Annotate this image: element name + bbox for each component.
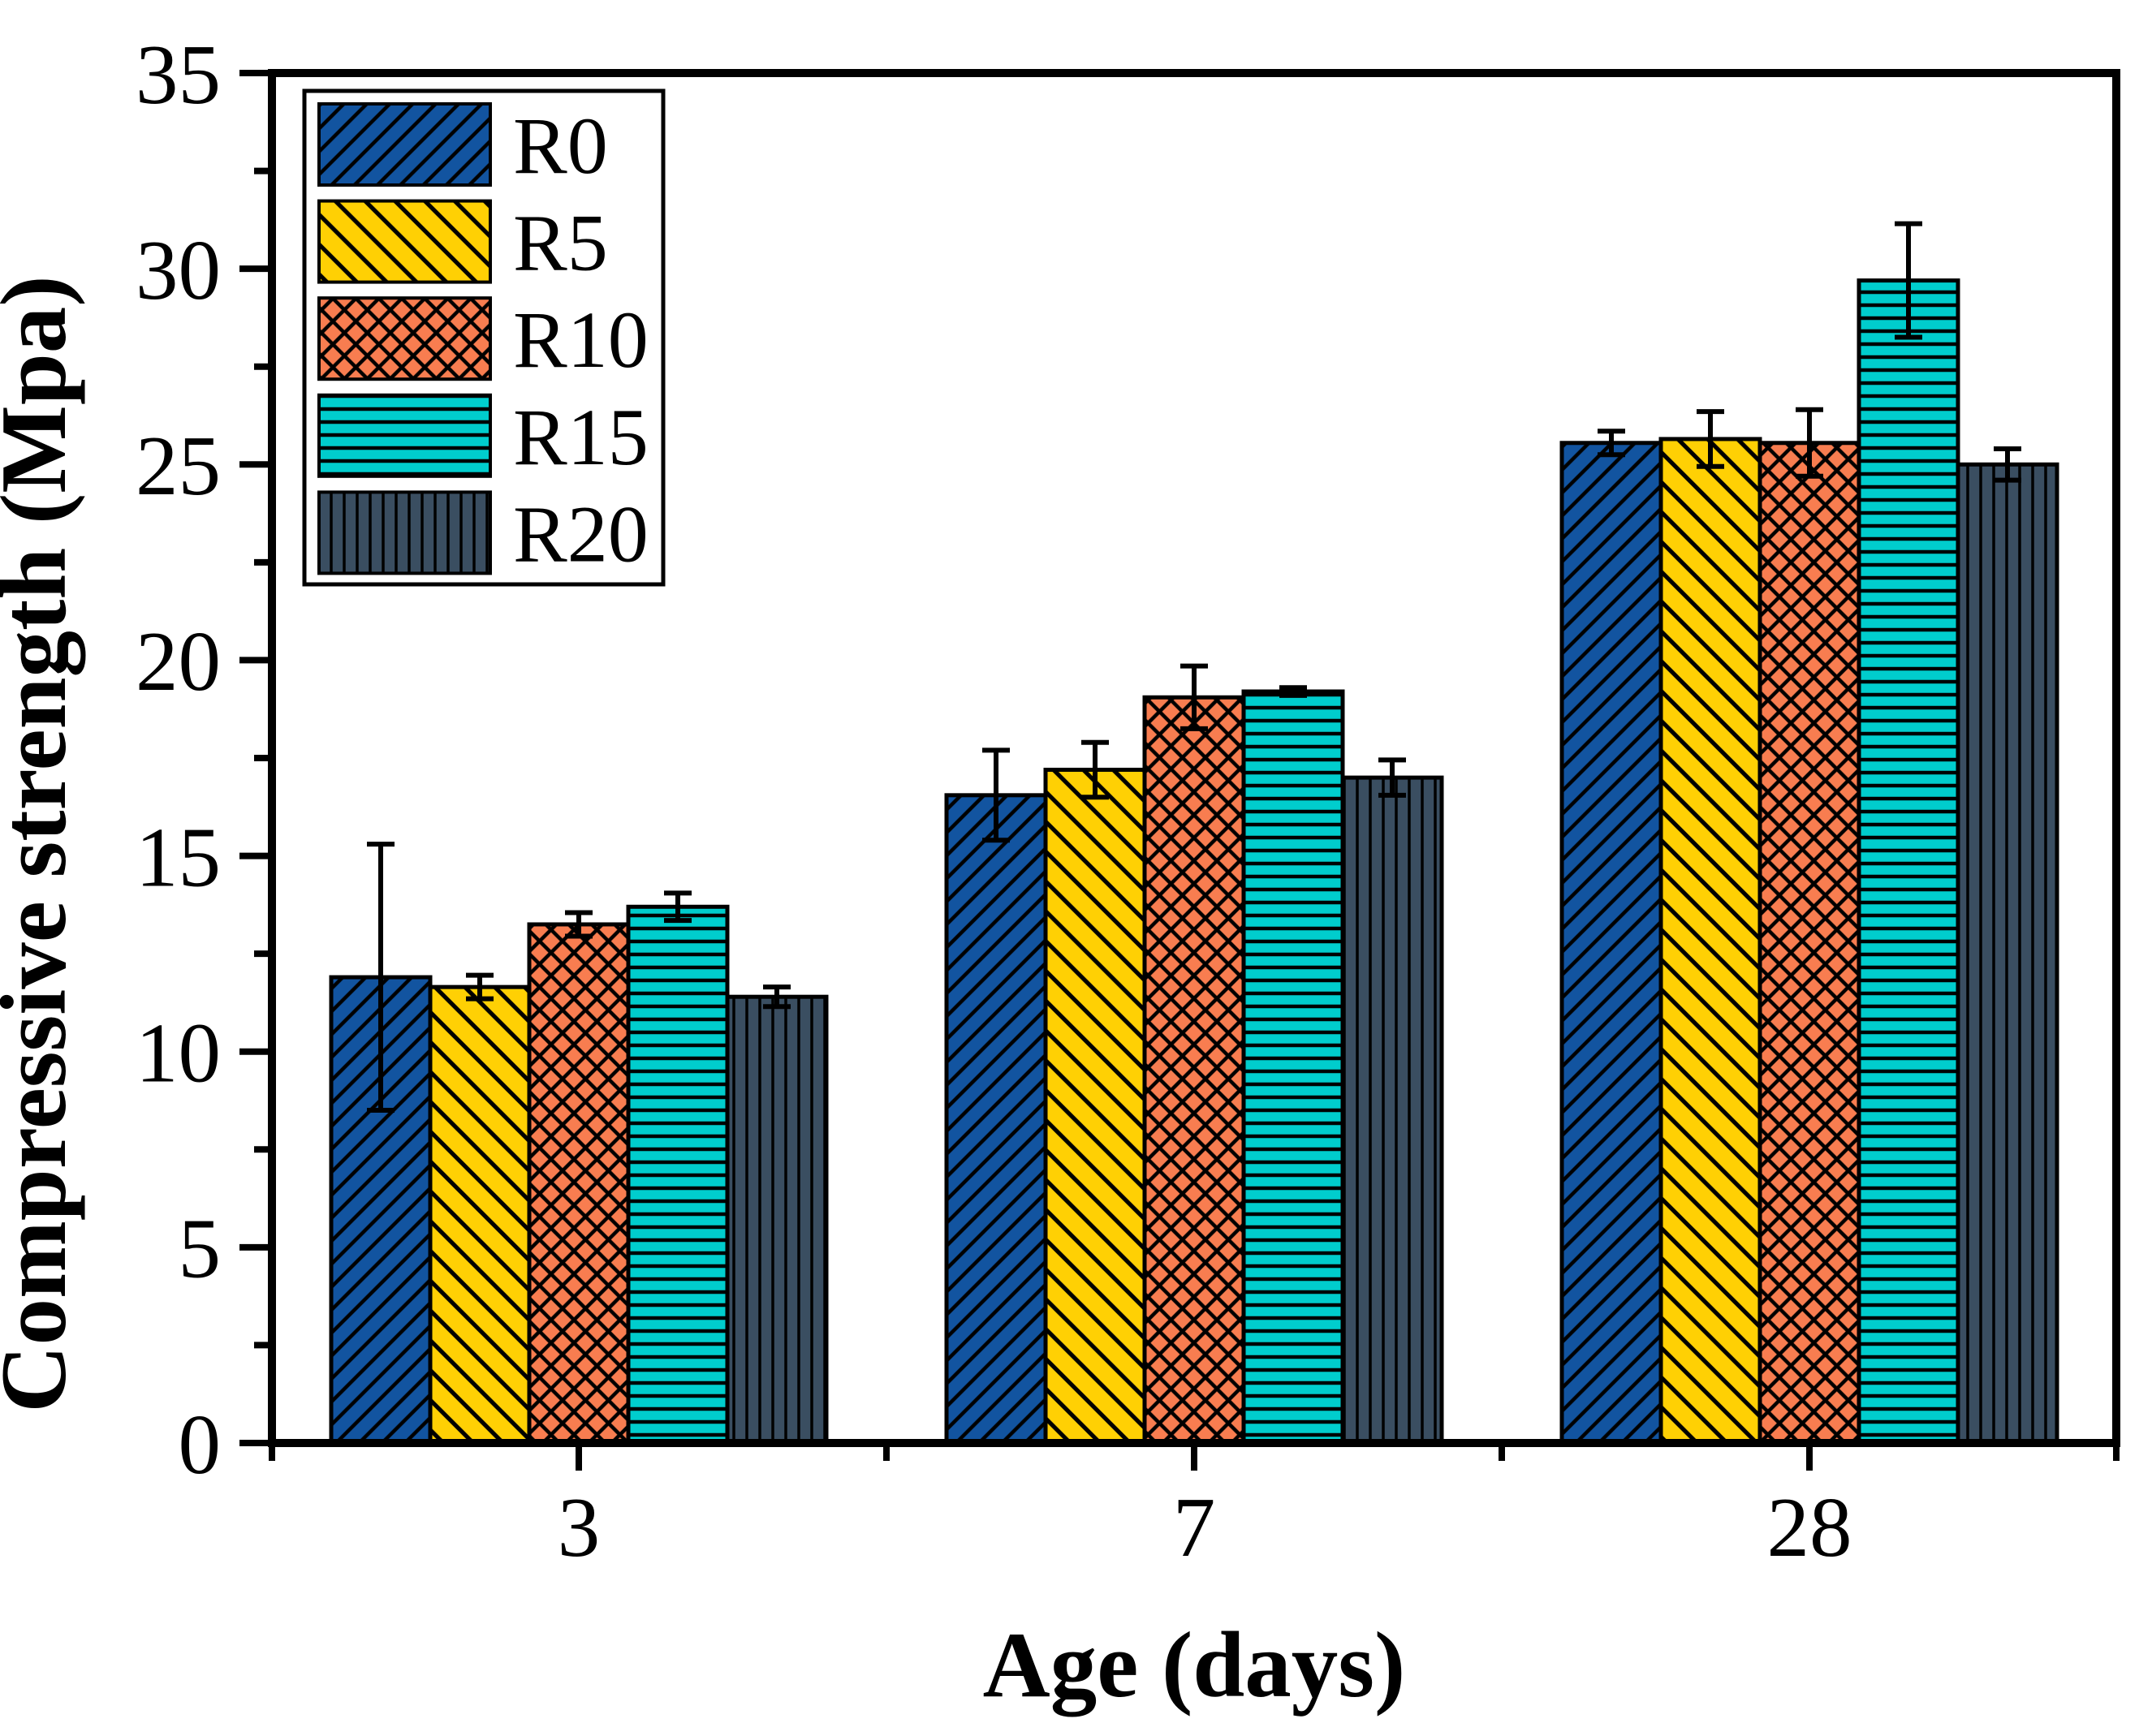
y-tick-label: 5	[179, 1201, 222, 1296]
legend-swatch-R10	[317, 296, 492, 381]
y-tick-label: 15	[136, 809, 221, 904]
bar-R10-age7	[1142, 695, 1246, 1445]
error-bar-R15-age3	[664, 890, 692, 924]
legend-swatch-R0	[317, 102, 492, 187]
bar-R5-age3	[428, 984, 532, 1445]
error-bar-R0-age7	[982, 747, 1010, 843]
legend-label-R20: R20	[513, 489, 649, 579]
error-bar-R15-age28	[1895, 221, 1922, 340]
bar-R5-age28	[1658, 437, 1762, 1445]
y-tick-label: 10	[136, 1005, 221, 1100]
y-tick-label: 35	[136, 27, 221, 122]
error-bar-R20-age7	[1378, 757, 1406, 798]
error-bar-R5-age3	[466, 972, 494, 1002]
x-tick-label: 28	[1767, 1480, 1852, 1574]
error-bar-R10-age28	[1796, 407, 1823, 479]
bar-R15-age28	[1857, 278, 1960, 1445]
x-axis-title: Age (days)	[983, 1613, 1406, 1717]
error-bar-R0-age28	[1598, 429, 1625, 458]
bar-R15-age7	[1241, 689, 1345, 1445]
bar-R5-age7	[1043, 767, 1147, 1445]
x-tick-label: 3	[558, 1480, 601, 1574]
bar-R20-age28	[1956, 462, 2059, 1445]
bar-R0-age28	[1559, 441, 1663, 1445]
legend-label-R15: R15	[513, 392, 649, 482]
error-bar-R20-age28	[1994, 446, 2021, 483]
legend-label-R5: R5	[513, 198, 608, 288]
legend-swatch-R5	[317, 199, 492, 284]
y-tick-label: 25	[136, 418, 221, 513]
bar-R0-age7	[944, 793, 1048, 1445]
bar-R10-age28	[1757, 441, 1861, 1445]
y-tick-label: 20	[136, 614, 221, 709]
error-bar-R10-age3	[565, 910, 593, 939]
legend-label-R10: R10	[513, 295, 649, 385]
bar-R10-age3	[527, 922, 631, 1445]
x-tick-label: 7	[1173, 1480, 1216, 1574]
error-bar-R15-age7	[1279, 685, 1307, 698]
error-bar-R20-age3	[763, 984, 791, 1010]
bar-R20-age7	[1340, 775, 1444, 1445]
legend-swatch-R20	[317, 490, 492, 575]
bar-R15-age3	[626, 904, 730, 1445]
error-bar-R0-age3	[367, 842, 395, 1114]
error-bar-R5-age28	[1697, 409, 1724, 469]
error-bar-R10-age7	[1180, 663, 1208, 731]
legend-label-R0: R0	[513, 101, 608, 191]
legend-swatch-R15	[317, 393, 492, 478]
error-bar-R5-age7	[1081, 739, 1109, 800]
y-axis-title: Compressive strength (Mpa)	[0, 275, 85, 1412]
y-tick-label: 30	[136, 222, 221, 317]
y-tick-label: 0	[179, 1397, 222, 1492]
bar-R20-age3	[725, 994, 829, 1445]
